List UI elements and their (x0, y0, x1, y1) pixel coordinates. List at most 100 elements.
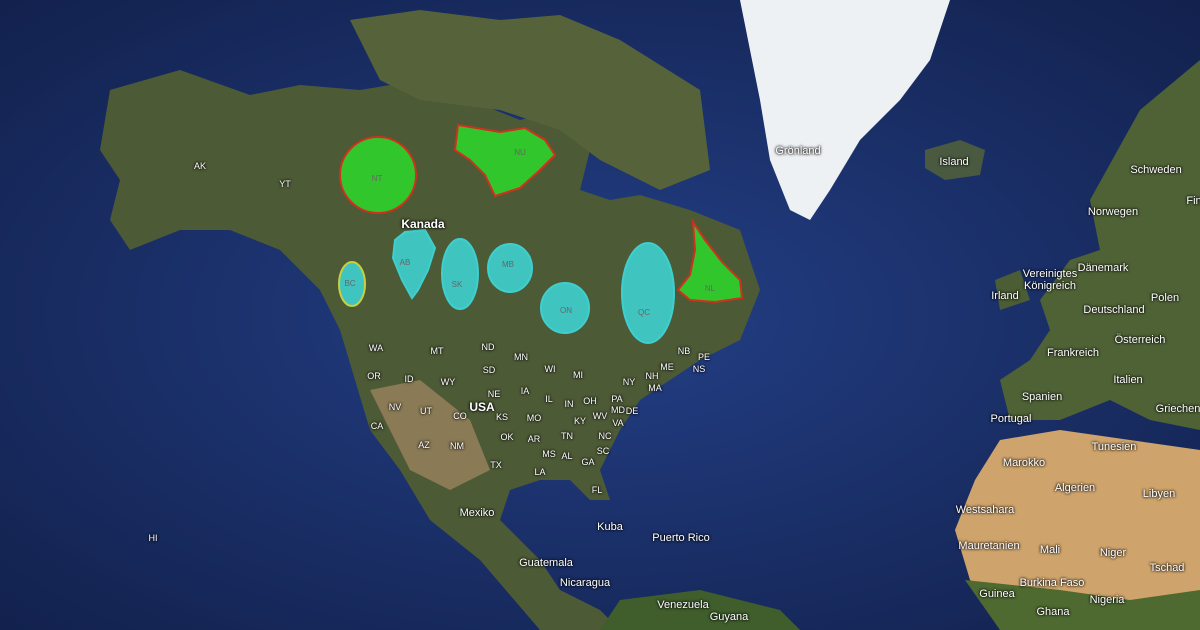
place-label: DE (625, 406, 639, 416)
place-label: NB (677, 346, 691, 356)
place-label: Algerien (1054, 482, 1096, 494)
place-label: YT (279, 179, 291, 189)
place-label: Guinea (979, 588, 1015, 600)
place-label: Fin (1186, 195, 1200, 207)
place-label: CO (453, 411, 467, 421)
region-highlight[interactable] (487, 243, 533, 293)
place-label: ME (660, 362, 674, 372)
place-label: AR (527, 434, 541, 444)
place-label: SC (596, 446, 610, 456)
place-label: Mauretanien (958, 540, 1020, 552)
place-label: NE (487, 389, 501, 399)
place-label: Nicaragua (559, 577, 611, 589)
place-label: TN (561, 431, 573, 441)
place-label: NY (622, 377, 636, 387)
land (995, 270, 1030, 310)
place-label: SD (482, 365, 496, 375)
region-highlight[interactable] (453, 123, 557, 198)
place-label: NV (388, 402, 402, 412)
place-label: Griechen (1155, 403, 1200, 415)
place-label: IA (520, 386, 530, 396)
place-label: OK (500, 432, 514, 442)
place-label: Norwegen (1087, 206, 1139, 218)
place-label: IL (545, 394, 553, 404)
place-label: Irland (991, 290, 1019, 302)
place-label: Dänemark (1077, 262, 1129, 274)
region-label[interactable]: AB (399, 258, 411, 267)
place-label: ND (481, 342, 495, 352)
region-label[interactable]: SK (451, 280, 463, 289)
place-label: CA (370, 421, 384, 431)
place-label: MO (526, 413, 542, 423)
place-label: MS (542, 449, 556, 459)
region-highlight[interactable] (339, 136, 417, 214)
region-label[interactable]: MB (502, 260, 514, 269)
region-highlight[interactable] (338, 261, 366, 307)
place-label: Spanien (1021, 391, 1063, 403)
place-label: WV (592, 411, 608, 421)
place-label: PA (611, 394, 623, 404)
place-label: Tunesien (1091, 441, 1137, 453)
place-label: ID (404, 374, 414, 384)
place-label: VA (612, 418, 624, 428)
region-label[interactable]: ON (560, 306, 572, 315)
place-label: WY (440, 377, 456, 387)
place-label: MN (514, 352, 528, 362)
place-label: IN (564, 399, 574, 409)
place-label: MA (648, 383, 662, 393)
region-label[interactable]: BC (344, 279, 356, 288)
place-label: MI (573, 370, 583, 380)
place-label: Guyana (709, 611, 749, 623)
region-highlight[interactable] (676, 218, 744, 304)
place-label: USA (469, 400, 495, 414)
place-label: Nigeria (1089, 594, 1125, 606)
place-label: Westsahara (955, 504, 1015, 516)
region-highlight[interactable] (441, 238, 479, 310)
region-label[interactable]: QC (638, 308, 650, 317)
region-highlight[interactable] (391, 228, 437, 300)
place-label: Marokko (1002, 457, 1046, 469)
place-label: WI (544, 364, 556, 374)
place-label: Polen (1150, 292, 1180, 304)
place-label: Ghana (1036, 606, 1070, 618)
place-label: Grönland (775, 145, 821, 157)
place-label: NC (598, 431, 612, 441)
place-label: Vereinigtes Königreich (1022, 268, 1078, 292)
place-label: MD (611, 405, 625, 415)
region-label[interactable]: NU (514, 148, 526, 157)
place-label: KY (573, 416, 587, 426)
region-highlight[interactable] (540, 282, 590, 334)
place-label: Puerto Rico (652, 532, 710, 544)
place-label: UT (420, 406, 432, 416)
place-label: AL (561, 451, 573, 461)
region-label[interactable]: NL (704, 284, 716, 293)
place-label: Libyen (1142, 488, 1176, 500)
place-label: MT (430, 346, 444, 356)
place-label: Tschad (1149, 562, 1185, 574)
land (1000, 60, 1200, 430)
place-label: KS (495, 412, 509, 422)
place-label: PE (697, 352, 711, 362)
region-label[interactable]: NT (371, 174, 383, 183)
place-label: Deutschland (1083, 304, 1145, 316)
place-label: Venezuela (657, 599, 709, 611)
place-label: AK (193, 161, 207, 171)
place-label: HI (148, 533, 158, 543)
place-label: Kuba (597, 521, 623, 533)
place-label: Schweden (1130, 164, 1182, 176)
place-label: FL (591, 485, 603, 495)
place-label: TX (490, 460, 502, 470)
land (955, 430, 1200, 630)
place-label: GA (581, 457, 595, 467)
place-label: Österreich (1114, 334, 1166, 346)
place-label: Frankreich (1047, 347, 1099, 359)
place-label: Kanada (401, 217, 445, 231)
place-label: WA (368, 343, 384, 353)
place-label: NS (692, 364, 706, 374)
place-label: Portugal (990, 413, 1032, 425)
place-label: OH (583, 396, 597, 406)
land (600, 590, 800, 630)
region-highlight[interactable] (621, 242, 675, 344)
